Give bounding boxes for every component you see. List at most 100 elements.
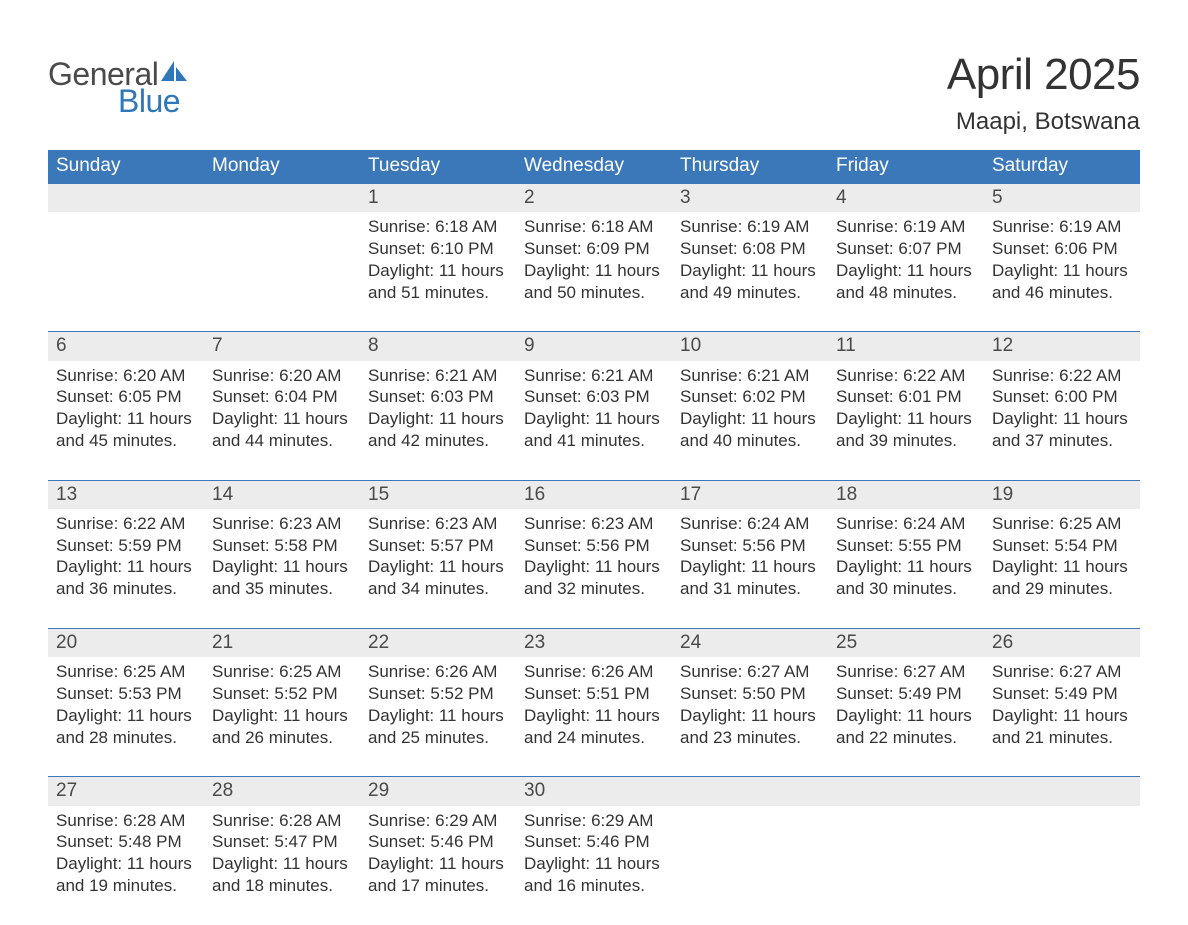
day-cell: Sunrise: 6:26 AM Sunset: 5:51 PM Daylight:… <box>516 657 672 777</box>
day-cell: Sunrise: 6:22 AMSunset: 6:00 PMDaylight:… <box>984 361 1140 481</box>
daylight-line: Daylight: 11 hours <box>836 557 972 576</box>
daylight-line-2: and 42 minutes. <box>368 431 489 450</box>
day-cell: Sunrise: 6:19 AMSunset: 6:08 PMDaylight:… <box>672 212 828 332</box>
weekday-header: Tuesday <box>360 150 516 184</box>
day-number: 10 <box>672 332 828 361</box>
daylight-line-2: and 49 minutes. <box>680 283 801 302</box>
header-row: General Blue April 2025 Maapi, Botswana <box>48 50 1140 136</box>
page-title: April 2025 <box>947 50 1140 100</box>
daylight-line: Daylight: 11 hours <box>836 706 972 725</box>
daylight-line-2: and 29 minutes. <box>992 579 1113 598</box>
day-number: 22 <box>360 628 516 657</box>
daylight-line: Daylight: 11 hours <box>524 706 660 725</box>
day-number: 24 <box>672 628 828 657</box>
day-number: 4 <box>828 184 984 213</box>
sunrise-line: Sunrise: 6:27 AM <box>680 662 809 681</box>
day-cell: Sunrise: 6:25 AMSunset: 5:52 PMDaylight:… <box>204 657 360 777</box>
day-content-row: Sunrise: 6:22 AMSunset: 5:59 PMDaylight:… <box>48 509 1140 629</box>
daylight-line: Daylight: 11 hours <box>56 706 192 725</box>
daylight-line-2: and 46 minutes. <box>992 283 1113 302</box>
daylight-line: Daylight: 11 hours <box>680 261 816 280</box>
day-cell: Sunrise: 6:20 AMSunset: 6:04 PMDaylight:… <box>204 361 360 481</box>
day-number: 11 <box>828 332 984 361</box>
sunset-line: Sunset: 5:52 PM <box>368 684 494 703</box>
daylight-line: Daylight: 11 hours <box>524 854 660 873</box>
sunrise-line: Sunrise: 6:26 AM <box>368 662 497 681</box>
weekday-header: Monday <box>204 150 360 184</box>
daylight-line: Daylight: 11 hours <box>992 706 1128 725</box>
daylight-line: Daylight: 11 hours <box>992 261 1128 280</box>
daylight-line-2: and 50 minutes. <box>524 283 645 302</box>
daylight-line-2: and 24 minutes. <box>524 728 645 747</box>
weekday-header-row: SundayMondayTuesdayWednesdayThursdayFrid… <box>48 150 1140 184</box>
day-cell: Sunrise: 6:26 AMSunset: 5:52 PMDaylight:… <box>360 657 516 777</box>
day-cell: Sunrise: 6:19 AMSunset: 6:07 PMDaylight:… <box>828 212 984 332</box>
sunrise-line: Sunrise: 6:25 AM <box>56 662 185 681</box>
calendar-body: 12345Sunrise: 6:18 AMSunset: 6:10 PMDayl… <box>48 184 1140 925</box>
day-number: 15 <box>360 480 516 509</box>
sunrise-line: Sunrise: 6:25 AM <box>992 514 1121 533</box>
sunrise-line: Sunrise: 6:19 AM <box>836 217 965 236</box>
sunset-line: Sunset: 5:53 PM <box>56 684 182 703</box>
daylight-line-2: and 21 minutes. <box>992 728 1113 747</box>
day-number: 23 <box>516 628 672 657</box>
sunrise-line: Sunrise: 6:20 AM <box>56 366 185 385</box>
calendar-thead: SundayMondayTuesdayWednesdayThursdayFrid… <box>48 150 1140 184</box>
daylight-line-2: and 17 minutes. <box>368 876 489 895</box>
brand-logo: General Blue <box>48 56 187 120</box>
day-number: 6 <box>48 332 204 361</box>
day-cell: Sunrise: 6:27 AMSunset: 5:49 PMDaylight:… <box>828 657 984 777</box>
daylight-line: Daylight: 11 hours <box>212 706 348 725</box>
day-cell: Sunrise: 6:21 AMSunset: 6:03 PMDaylight:… <box>516 361 672 481</box>
daylight-line: Daylight: 11 hours <box>56 854 192 873</box>
sunrise-line: Sunrise: 6:21 AM <box>368 366 497 385</box>
day-number: 20 <box>48 628 204 657</box>
day-cell: Sunrise: 6:18 AMSunset: 6:09 PMDaylight:… <box>516 212 672 332</box>
day-number-row: 6789101112 <box>48 332 1140 361</box>
empty-day-number <box>204 184 360 213</box>
day-number: 17 <box>672 480 828 509</box>
daylight-line: Daylight: 11 hours <box>56 557 192 576</box>
day-number: 14 <box>204 480 360 509</box>
daylight-line: Daylight: 11 hours <box>368 854 504 873</box>
weekday-header: Sunday <box>48 150 204 184</box>
day-cell: Sunrise: 6:29 AMSunset: 5:46 PMDaylight:… <box>516 806 672 925</box>
sunrise-line: Sunrise: 6:28 AM <box>212 811 341 830</box>
sunrise-line: Sunrise: 6:26 AM <box>524 662 653 681</box>
day-number: 29 <box>360 777 516 806</box>
sunrise-line: Sunrise: 6:27 AM <box>992 662 1121 681</box>
day-number-row: 20212223242526 <box>48 628 1140 657</box>
sunrise-line: Sunrise: 6:24 AM <box>836 514 965 533</box>
daylight-line: Daylight: 11 hours <box>212 854 348 873</box>
sunrise-line: Sunrise: 6:23 AM <box>368 514 497 533</box>
sunrise-line: Sunrise: 6:18 AM <box>368 217 497 236</box>
daylight-line: Daylight: 11 hours <box>836 261 972 280</box>
day-content-row: Sunrise: 6:25 AM Sunset: 5:53 PM Daylight:… <box>48 657 1140 777</box>
sunset-line: Sunset: 5:58 PM <box>212 536 338 555</box>
daylight-line-2: and 36 minutes. <box>56 579 177 598</box>
sunrise-line: Sunrise: 6:19 AM <box>680 217 809 236</box>
day-number: 16 <box>516 480 672 509</box>
daylight-line-2: and 32 minutes. <box>524 579 645 598</box>
day-cell: Sunrise: 6:28 AMSunset: 5:48 PMDaylight:… <box>48 806 204 925</box>
day-cell: Sunrise: 6:23 AMSunset: 5:58 PMDaylight:… <box>204 509 360 629</box>
daylight-line: Daylight: 11 hours <box>680 706 816 725</box>
daylight-line-2: and 44 minutes. <box>212 431 333 450</box>
sunset-line: Sunset: 5:51 PM <box>524 684 650 703</box>
daylight-line-2: and 28 minutes. <box>56 728 177 747</box>
day-cell: Sunrise: 6:24 AMSunset: 5:55 PMDaylight:… <box>828 509 984 629</box>
calendar-table: SundayMondayTuesdayWednesdayThursdayFrid… <box>48 150 1140 925</box>
sunset-line: Sunset: 5:56 PM <box>680 536 806 555</box>
day-content-row: Sunrise: 6:18 AMSunset: 6:10 PMDaylight:… <box>48 212 1140 332</box>
day-content-row: Sunrise: 6:28 AMSunset: 5:48 PMDaylight:… <box>48 806 1140 925</box>
sunrise-line: Sunrise: 6:18 AM <box>524 217 653 236</box>
weekday-header: Wednesday <box>516 150 672 184</box>
sunrise-line: Sunrise: 6:28 AM <box>56 811 185 830</box>
daylight-line: Daylight: 11 hours <box>368 557 504 576</box>
sunset-line: Sunset: 6:06 PM <box>992 239 1118 258</box>
day-number: 28 <box>204 777 360 806</box>
sunrise-line: Sunrise: 6:23 AM <box>212 514 341 533</box>
daylight-line-2: and 25 minutes. <box>368 728 489 747</box>
daylight-line: Daylight: 11 hours <box>992 409 1128 428</box>
sunrise-line: Sunrise: 6:23 AM <box>524 514 653 533</box>
